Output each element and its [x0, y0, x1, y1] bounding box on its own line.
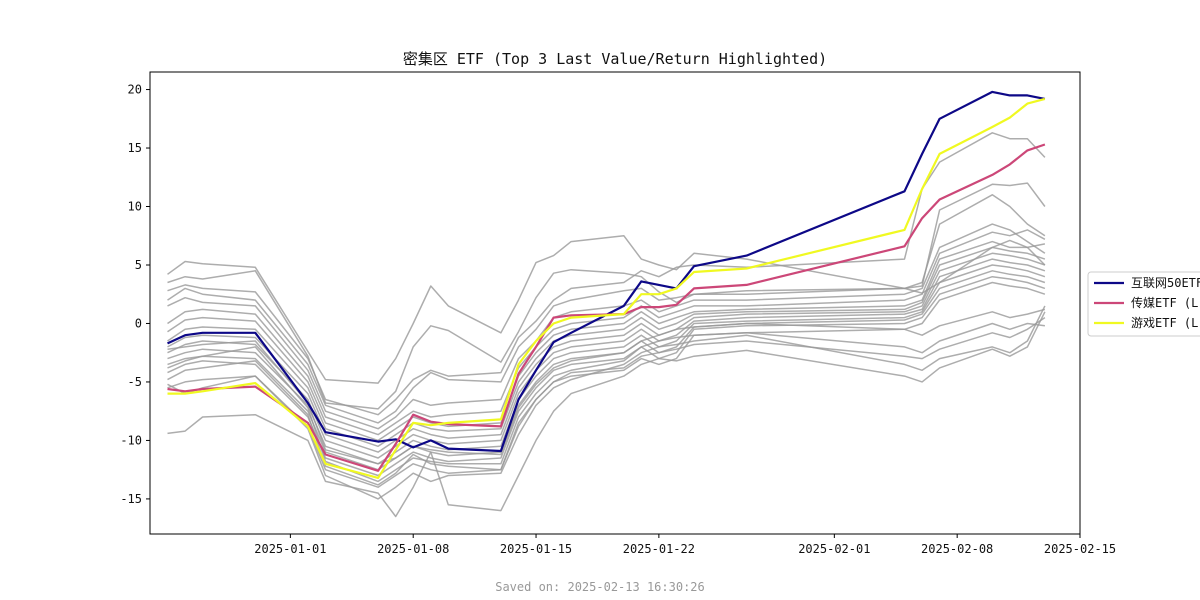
y-tick-label: 5 [135, 258, 142, 272]
x-tick-label: 2025-01-01 [254, 542, 326, 556]
x-tick-label: 2025-01-08 [377, 542, 449, 556]
x-tick-label: 2025-01-15 [500, 542, 572, 556]
series-line-9 [167, 240, 1046, 442]
highlight-series-line-2 [167, 97, 1046, 479]
series-line-5 [167, 132, 1046, 416]
series-line-12 [167, 258, 1046, 459]
series-line-14 [167, 270, 1046, 471]
legend-label: 传媒ETF (L [1131, 295, 1198, 310]
series-line-18 [167, 305, 1046, 500]
series-layer [167, 90, 1046, 518]
y-tick-label: -10 [120, 433, 142, 447]
y-tick-label: 15 [128, 141, 142, 155]
x-tick-label: 2025-02-01 [798, 542, 870, 556]
highlight-series-line-0 [167, 90, 1046, 453]
legend-box [1087, 271, 1200, 337]
saved-timestamp: Saved on: 2025-02-13 16:30:26 [495, 580, 705, 594]
y-tick-label: 20 [128, 83, 142, 97]
y-tick-label: 0 [135, 316, 142, 330]
series-line-6 [167, 194, 1046, 424]
legend-label: 互联网50ETF (L [1131, 276, 1200, 290]
series-line-8 [167, 229, 1046, 436]
plot-frame [149, 71, 1081, 535]
series-line-20 [167, 308, 1046, 465]
highlight-series-line-1 [167, 143, 1046, 472]
axis-layer: 20 15 10 5 0 -5 -10 -15 2025-01-01 2025-01-08 2025… [120, 83, 1116, 556]
legend-label: 游戏ETF (L [1131, 316, 1198, 330]
chart-title: 密集区 ETF (Top 3 Last Value/Return Highlig… [403, 50, 827, 68]
series-line-17 [167, 311, 1046, 518]
y-tick-label: 10 [128, 200, 142, 214]
x-tick-label: 2025-02-08 [921, 542, 993, 556]
x-tick-label: 2025-02-15 [1044, 542, 1116, 556]
x-tick-label: 2025-01-22 [623, 542, 695, 556]
y-tick-label: -15 [120, 492, 142, 506]
y-tick-label: -5 [128, 375, 142, 389]
legend: 互联网50ETF (L 传媒ETF (L 游戏ETF (L [1087, 271, 1200, 337]
